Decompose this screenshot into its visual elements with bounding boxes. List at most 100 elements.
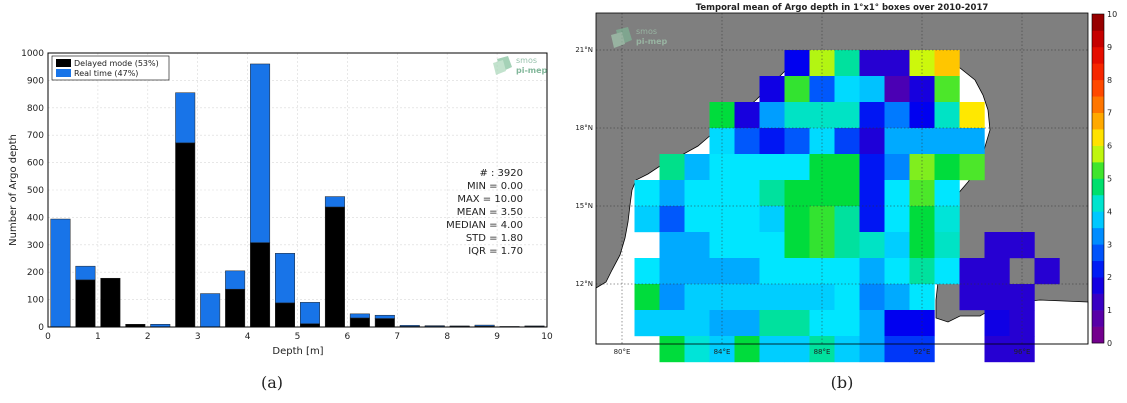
heatmap-cell — [634, 310, 660, 337]
lat-label-18: 18°N — [575, 124, 593, 132]
x-tick-label: 2 — [145, 332, 151, 342]
heatmap-cell — [734, 128, 760, 155]
heatmap-cell — [884, 258, 910, 285]
colorbar-tick-label: 10 — [1107, 10, 1117, 19]
colorbar-tick-label: 5 — [1107, 175, 1112, 184]
heatmap-cell — [684, 258, 710, 285]
heatmap-cell — [809, 336, 835, 363]
heatmap-cell — [934, 50, 960, 77]
colorbar-tick-label: 9 — [1107, 43, 1112, 52]
heatmap-cell — [784, 206, 810, 233]
heatmap-cell — [734, 102, 760, 129]
heatmap-cell — [634, 180, 660, 207]
heatmap-cell — [834, 154, 860, 181]
heatmap-cell — [784, 310, 810, 337]
bar-real-time — [250, 63, 271, 243]
heatmap-cell — [859, 284, 885, 311]
legend-label-delayed: Delayed mode (53%) — [74, 59, 159, 68]
map-title: Temporal mean of Argo depth in 1°x1° box… — [696, 3, 989, 13]
colorbar-segment — [1092, 30, 1104, 48]
map-logo-text-pimep: pi-mep — [636, 37, 668, 46]
heatmap-cell — [959, 258, 985, 285]
heatmap-cell — [884, 310, 910, 337]
colorbar-segment — [1092, 145, 1104, 163]
heatmap-cell — [834, 50, 860, 77]
longitude-labels: 80°E 84°E 88°E 92°E 96°E — [614, 348, 1031, 356]
heatmap-cell — [834, 76, 860, 103]
heatmap-cell — [759, 128, 785, 155]
stat-line: MIN = 0.00 — [467, 181, 523, 192]
heatmap-cell — [784, 336, 810, 363]
heatmap-cell — [759, 102, 785, 129]
y-tick-label: 300 — [27, 241, 44, 251]
map-frame — [595, 12, 1089, 345]
heatmap-cell — [959, 102, 985, 129]
heatmap-cell — [684, 180, 710, 207]
bar-real-time — [449, 325, 470, 327]
heatmap-cell — [784, 154, 810, 181]
heatmap-cell — [834, 206, 860, 233]
y-tick-label: 400 — [27, 213, 44, 223]
heatmap-cell — [884, 232, 910, 259]
lon-label-88: 88°E — [814, 348, 831, 356]
heatmap-cell — [734, 258, 760, 285]
heatmap-cell — [934, 128, 960, 155]
heatmap-cell — [784, 180, 810, 207]
heatmap-cell — [659, 284, 685, 311]
lon-label-96: 96°E — [1014, 348, 1031, 356]
legend: Delayed mode (53%) Real time (47%) — [51, 55, 170, 81]
x-tick-label: 4 — [245, 332, 251, 342]
bar-real-time — [524, 325, 545, 327]
heatmap-cell — [734, 284, 760, 311]
heatmap-cell — [884, 336, 910, 363]
stat-line: IQR = 1.70 — [468, 246, 523, 257]
lat-label-21: 21°N — [575, 46, 593, 54]
heatmap-cell — [959, 154, 985, 181]
y-tick-label: 0 — [38, 323, 44, 333]
stat-line: # : 3920 — [479, 168, 523, 179]
heatmap-cell — [734, 154, 760, 181]
heatmap-cell — [759, 180, 785, 207]
bar-real-time — [299, 302, 320, 324]
heatmap-cell — [859, 336, 885, 363]
map-graticule — [596, 13, 1088, 344]
colorbar-segment — [1092, 194, 1104, 212]
colorbar: 0 1 2 3 4 5 6 7 8 9 10 — [1091, 10, 1117, 348]
bar-delayed-mode — [275, 302, 296, 328]
stat-line: STD = 1.80 — [466, 233, 523, 244]
legend-swatch-delayed — [56, 59, 71, 67]
heatmap-cell — [684, 284, 710, 311]
bar-delayed-mode — [250, 242, 271, 328]
heatmap-cell — [884, 284, 910, 311]
x-tick-label: 7 — [394, 332, 400, 342]
heatmap-cell — [984, 232, 1010, 259]
bar-real-time — [200, 293, 221, 328]
x-tick-label: 3 — [195, 332, 201, 342]
lon-label-92: 92°E — [914, 348, 931, 356]
colorbar-segment — [1092, 260, 1104, 278]
heatmap-cell — [934, 258, 960, 285]
heatmap-cell — [934, 206, 960, 233]
colorbar-segment — [1092, 310, 1104, 327]
heatmap-cell — [884, 128, 910, 155]
map-panel: Temporal mean of Argo depth in 1°x1° box… — [575, 3, 1117, 392]
heatmap-cell — [734, 180, 760, 207]
logo-mark-shadow-icon — [493, 60, 506, 75]
stat-line: MAX = 10.00 — [457, 194, 523, 205]
colorbar-segment — [1092, 79, 1104, 97]
heatmap-cell — [659, 310, 685, 337]
colorbar-segment — [1092, 129, 1104, 146]
colorbar-segment — [1092, 112, 1104, 130]
colorbar-segment — [1092, 162, 1104, 179]
bar-real-time — [474, 324, 495, 327]
heatmap-cell — [734, 206, 760, 233]
histogram-tick-labels: 0 1 2 3 4 5 6 7 8 9 100100200300400500600700800900… — [21, 49, 553, 342]
histogram-bars — [50, 63, 545, 328]
statistics-box: # : 3920 MIN = 0.00 MAX = 10.00 MEAN = 3.50… — [446, 168, 523, 257]
heatmap-cell — [934, 180, 960, 207]
logo-text-pimep: pi-mep — [516, 66, 548, 75]
y-axis-label: Number of Argo depth — [8, 134, 19, 246]
lat-label-15: 15°N — [575, 202, 593, 210]
colorbar-tick-label: 1 — [1107, 306, 1112, 315]
colorbar-segment — [1092, 46, 1104, 64]
